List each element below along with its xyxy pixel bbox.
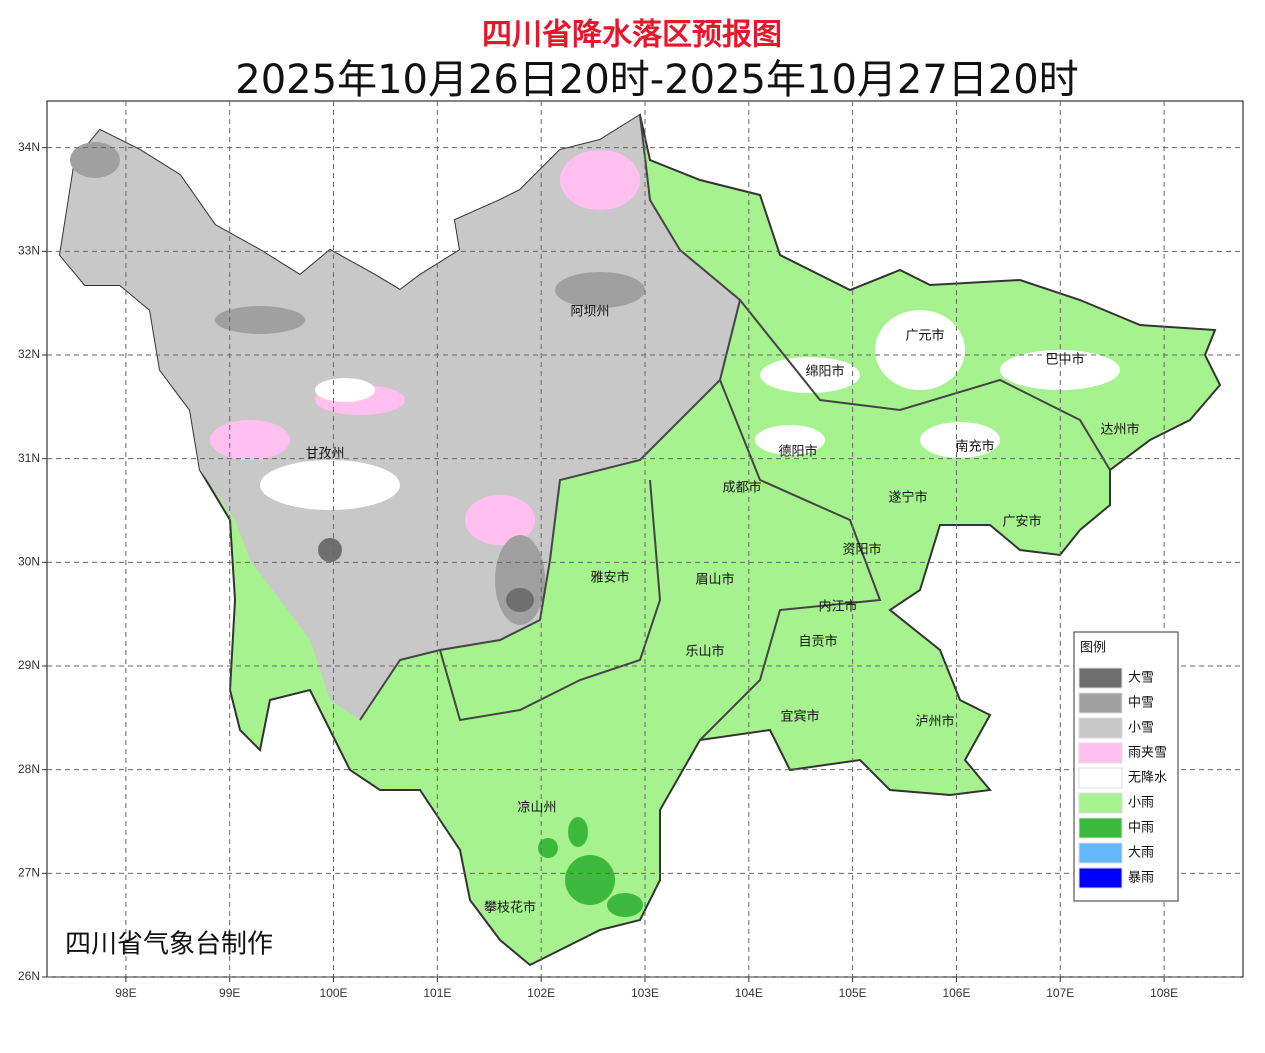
legend-swatch (1078, 692, 1123, 714)
legend-label: 无降水 (1128, 771, 1167, 786)
y-tick-label: 33N (18, 243, 40, 257)
legend-swatch (1078, 867, 1123, 889)
no-precip-area (920, 422, 1000, 458)
place-label: 凉山州 (517, 801, 556, 816)
no-precip-area (1000, 350, 1120, 390)
place-label: 南充市 (955, 439, 994, 455)
no-precip-area (760, 357, 860, 393)
no-precip-area (875, 310, 965, 390)
legend-title: 图例 (1080, 641, 1106, 656)
region-boundary (439, 479, 662, 722)
rain-moderate-area (565, 855, 615, 905)
x-tick-label: 101E (423, 986, 451, 1000)
place-label: 泸州市 (915, 714, 954, 730)
rain-moderate-area (568, 817, 588, 847)
legend-label: 暴雨 (1128, 871, 1154, 886)
rain-moderate-area (538, 838, 558, 858)
place-label: 自贡市 (798, 634, 837, 650)
legend-label: 雨夹雪 (1128, 746, 1167, 761)
place-label: 巴中市 (1045, 352, 1084, 368)
y-tick-label: 28N (18, 762, 40, 776)
place-label: 广安市 (1002, 514, 1041, 530)
legend-label: 小雨 (1128, 796, 1154, 811)
x-tick-label: 102E (527, 986, 555, 1000)
place-label: 达州市 (1100, 422, 1139, 438)
x-tick-label: 104E (735, 986, 763, 1000)
legend-swatch (1078, 792, 1123, 814)
x-tick-label: 99E (219, 986, 240, 1000)
x-tick-label: 107E (1046, 986, 1074, 1000)
x-tick-label: 106E (942, 986, 970, 1000)
place-label: 德阳市 (778, 444, 817, 460)
rain-moderate-area (607, 893, 643, 917)
no-precip-area (755, 425, 825, 455)
snow-moderate-area (215, 306, 305, 334)
precip-layers (58, 113, 1222, 967)
legend-label: 中雨 (1128, 821, 1154, 836)
title: 四川省降水落区预报图 (482, 18, 782, 53)
no-precip-area (315, 378, 375, 402)
place-label: 宜宾市 (780, 709, 819, 725)
legend-swatch (1078, 742, 1123, 764)
credit: 四川省气象台制作 (65, 930, 273, 960)
place-label: 阿坝州 (570, 305, 609, 320)
place-label: 攀枝花市 (484, 900, 536, 916)
place-label: 成都市 (722, 480, 761, 496)
legend-label: 小雪 (1128, 721, 1154, 736)
legend-label: 大雨 (1128, 846, 1154, 861)
place-label: 广元市 (905, 328, 944, 344)
place-label: 遂宁市 (888, 490, 927, 506)
snow-heavy-area (318, 538, 342, 562)
legend-label: 中雪 (1128, 696, 1154, 711)
sleet-area (210, 420, 290, 460)
x-tick-label: 105E (839, 986, 867, 1000)
legend-swatch (1078, 842, 1123, 864)
y-tick-label: 26N (18, 969, 40, 983)
x-tick-label: 108E (1150, 986, 1178, 1000)
legend-swatch (1078, 667, 1123, 689)
legend-swatch (1078, 717, 1123, 739)
y-tick-label: 27N (18, 866, 40, 880)
no-precip-area (260, 460, 400, 510)
snow-heavy-area (506, 588, 534, 612)
region-boundary (739, 299, 1111, 471)
x-tick-label: 98E (115, 986, 136, 1000)
sleet-area (465, 495, 535, 545)
place-label: 雅安市 (590, 570, 629, 586)
y-tick-label: 30N (18, 554, 40, 568)
subtitle: 2025年10月26日20时-2025年10月27日20时 (235, 57, 1078, 103)
legend-swatch (1078, 817, 1123, 839)
x-tick-label: 100E (320, 986, 348, 1000)
snow-moderate-area (70, 142, 120, 178)
sleet-area (560, 150, 640, 210)
place-label: 眉山市 (695, 572, 734, 588)
place-label: 资阳市 (842, 542, 881, 558)
y-tick-label: 32N (18, 347, 40, 361)
legend-label: 大雪 (1128, 671, 1154, 686)
y-tick-label: 29N (18, 658, 40, 672)
place-label: 内江市 (818, 599, 857, 615)
place-label: 甘孜州 (305, 447, 344, 462)
place-label: 乐山市 (685, 644, 724, 660)
place-label: 绵阳市 (805, 364, 844, 380)
y-tick-label: 31N (18, 451, 40, 465)
region-boundary (699, 379, 882, 741)
x-tick-label: 103E (631, 986, 659, 1000)
legend-swatch (1078, 767, 1123, 789)
snow-moderate-area (555, 272, 645, 308)
y-tick-label: 34N (18, 140, 40, 154)
graticule: 98E 99E 100E 101E 102E 103E 104E 105E 106E 107E 10… (18, 101, 1243, 1000)
